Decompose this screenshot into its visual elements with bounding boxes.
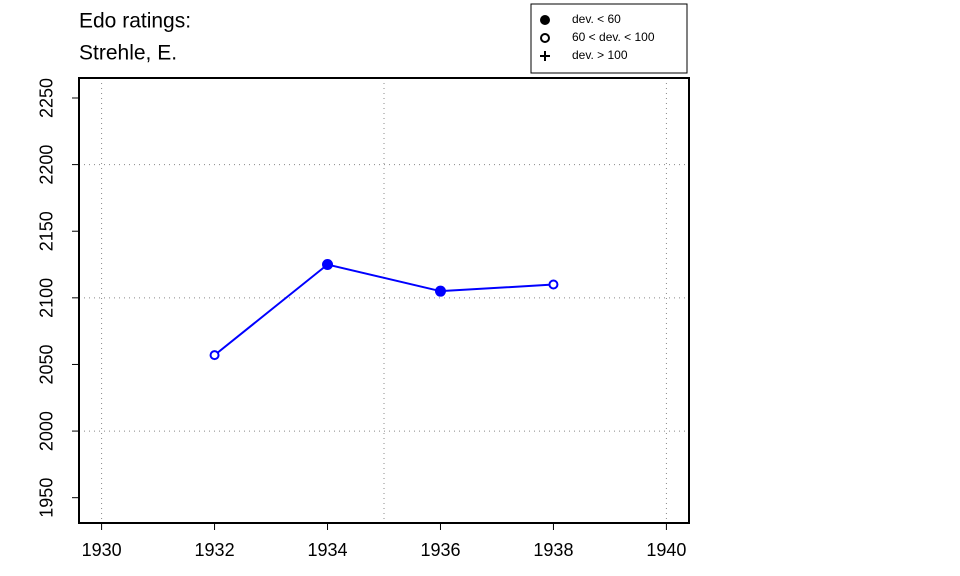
- legend-marker: [540, 33, 550, 43]
- legend-marker: [540, 15, 550, 25]
- plot-frame: [78, 77, 690, 524]
- x-tick-label: 1932: [195, 540, 235, 560]
- legend-label: dev. < 60: [572, 12, 621, 26]
- legend-label: 60 < dev. < 100: [572, 30, 655, 44]
- marker: [434, 285, 446, 297]
- legend-label: dev. > 100: [572, 48, 628, 62]
- x-tick-label: 1938: [533, 540, 573, 560]
- y-tick-label: 2150: [37, 211, 57, 251]
- legend-box: [530, 3, 688, 74]
- x-tick-label: 1934: [307, 540, 347, 560]
- series-line: [213, 263, 554, 356]
- y-tick-label: 1950: [37, 478, 57, 518]
- x-tick-label: 1930: [82, 540, 122, 560]
- chart-title: Edo ratings:: [79, 10, 191, 33]
- y-tick-label: 2100: [37, 278, 57, 318]
- y-tick-label: 2050: [37, 344, 57, 384]
- marker: [322, 259, 334, 271]
- y-tick-label: 2000: [37, 411, 57, 451]
- marker: [548, 279, 559, 290]
- x-tick-label: 1940: [646, 540, 686, 560]
- chart-title: Strehle, E.: [79, 42, 177, 65]
- x-tick-label: 1936: [420, 540, 460, 560]
- legend-marker: [540, 51, 550, 61]
- y-tick-label: 2250: [37, 78, 57, 118]
- marker: [209, 350, 220, 361]
- y-tick-label: 2200: [37, 145, 57, 185]
